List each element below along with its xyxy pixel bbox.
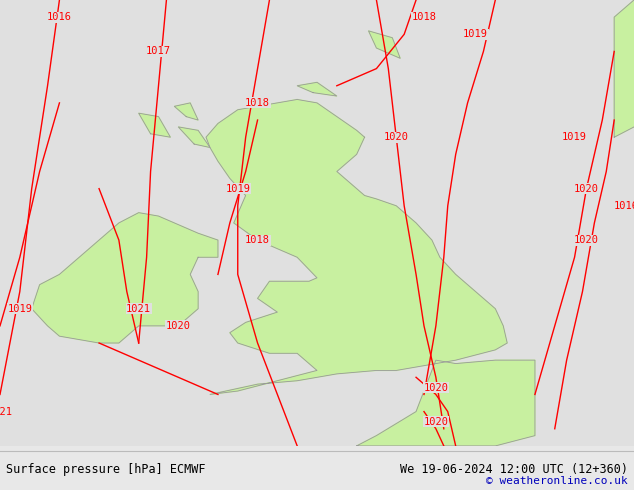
Polygon shape [356,360,535,446]
Polygon shape [174,103,198,120]
Text: 1021: 1021 [126,304,151,314]
Polygon shape [32,213,218,343]
Text: 1021: 1021 [0,407,13,416]
Text: 1019: 1019 [562,132,587,142]
Polygon shape [178,127,210,147]
Text: 1017: 1017 [146,47,171,56]
Text: 1019: 1019 [463,29,488,39]
Text: 1018: 1018 [245,235,270,245]
Polygon shape [297,82,337,96]
Text: 1019: 1019 [225,184,250,194]
Text: 1020: 1020 [424,417,448,427]
Text: Surface pressure [hPa] ECMWF: Surface pressure [hPa] ECMWF [6,463,206,476]
Text: 1018: 1018 [411,12,436,22]
Polygon shape [206,99,507,394]
Polygon shape [614,0,634,137]
Text: 1020: 1020 [574,184,599,194]
Text: 1016: 1016 [47,12,72,22]
Text: We 19-06-2024 12:00 UTC (12+360): We 19-06-2024 12:00 UTC (12+360) [399,463,628,476]
Text: 1020: 1020 [166,321,191,331]
Text: 1016: 1016 [614,201,634,211]
Text: 1020: 1020 [424,383,448,392]
Text: 1019: 1019 [8,304,32,314]
Text: © weatheronline.co.uk: © weatheronline.co.uk [486,476,628,487]
Text: 1020: 1020 [384,132,409,142]
Text: 1018: 1018 [245,98,270,108]
Polygon shape [139,113,171,137]
Polygon shape [368,31,400,58]
Text: 1020: 1020 [574,235,599,245]
